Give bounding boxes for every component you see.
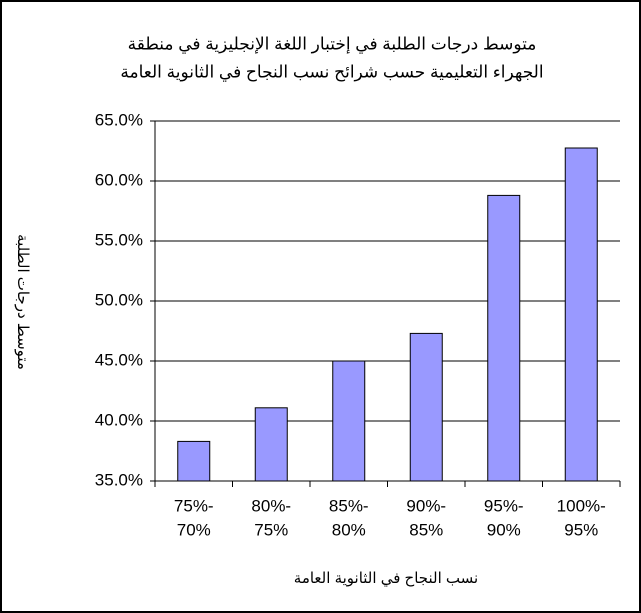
y-axis-label: متوسط درجات الطلبة	[14, 234, 31, 370]
bar	[564, 147, 598, 482]
x-tick-label: 95%-	[484, 496, 524, 515]
x-tick-label: 90%-	[406, 496, 446, 515]
y-tick-label: 35.0%	[95, 470, 143, 489]
x-tick-label: 80%	[332, 520, 366, 539]
x-tick-label: 75%	[254, 520, 288, 539]
chart-title: الجهراء التعليمية حسب شرائح نسب النجاح ف…	[120, 62, 543, 82]
x-tick-label: 85%-	[329, 496, 369, 515]
bar	[487, 194, 521, 482]
bar	[177, 440, 211, 482]
x-tick-label: 80%-	[251, 496, 291, 515]
x-tick-label: 90%	[487, 520, 521, 539]
x-tick-label: 70%	[177, 520, 211, 539]
bar	[332, 360, 366, 482]
bar	[254, 407, 288, 482]
y-tick-label: 40.0%	[95, 410, 143, 429]
x-tick-label: 100%-	[557, 496, 606, 515]
x-tick-label: 95%	[564, 520, 598, 539]
x-axis-label: نسب النجاح في الثانوية العامة	[294, 570, 478, 588]
y-tick-label: 65.0%	[95, 110, 143, 129]
y-tick-label: 60.0%	[95, 170, 143, 189]
chart-title: متوسط درجات الطلبة في إختبار اللغة الإنج…	[128, 34, 537, 54]
x-tick-label: 75%-	[174, 496, 214, 515]
bar	[409, 332, 443, 482]
y-tick-label: 50.0%	[95, 290, 143, 309]
y-tick-label: 55.0%	[95, 230, 143, 249]
y-tick-label: 45.0%	[95, 350, 143, 369]
x-tick-label: 85%	[409, 520, 443, 539]
